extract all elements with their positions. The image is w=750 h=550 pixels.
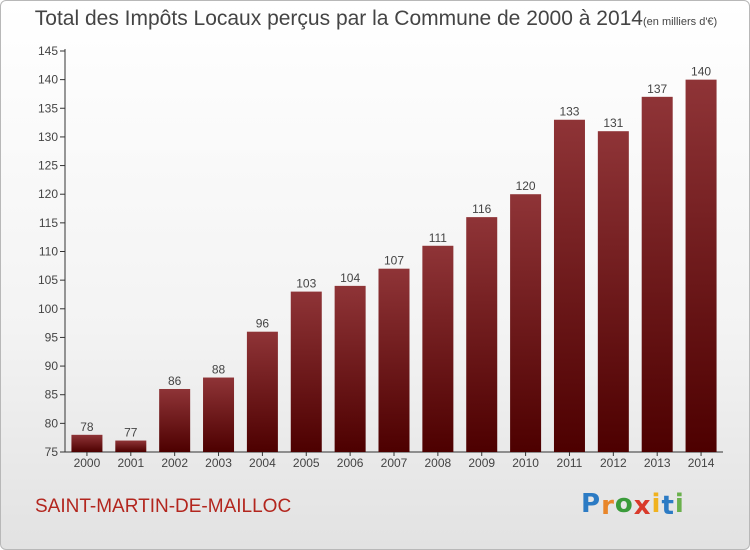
x-tick-label: 2000 — [74, 456, 101, 470]
y-tick-label: 110 — [39, 245, 58, 259]
x-tick-label: 2012 — [600, 456, 627, 470]
y-tick-label: 85 — [45, 388, 59, 402]
bar — [203, 377, 235, 452]
y-tick-label: 130 — [38, 130, 58, 144]
logo-letter: o — [614, 489, 634, 519]
data-label: 140 — [691, 65, 711, 79]
y-tick-label: 140 — [38, 73, 58, 87]
data-label: 103 — [296, 277, 316, 291]
data-label: 104 — [340, 271, 360, 285]
x-tick-label: 2004 — [249, 456, 276, 470]
data-label: 111 — [429, 231, 448, 245]
bar — [290, 291, 322, 452]
data-label: 131 — [603, 116, 623, 130]
chart-title: Total des Impôts Locaux perçus par la Co… — [1, 7, 749, 31]
data-label: 96 — [256, 317, 270, 331]
y-tick-label: 135 — [38, 101, 58, 115]
data-label: 77 — [124, 426, 138, 440]
x-tick-label: 2002 — [161, 456, 188, 470]
x-tick-label: 2013 — [644, 456, 671, 470]
y-tick-label: 100 — [38, 302, 58, 316]
data-label: 78 — [80, 420, 94, 434]
y-tick-label: 105 — [38, 273, 58, 287]
data-label: 133 — [559, 105, 579, 119]
bar — [246, 331, 278, 452]
data-labels: 78 77 86 88 96 103 104 107 111 116 120 133 131 137 140 — [80, 65, 711, 440]
logo-letter: i — [651, 489, 662, 519]
bars — [71, 79, 717, 453]
x-tick-label: 2009 — [468, 456, 495, 470]
chart-title-text: Total des Impôts Locaux perçus par la Co… — [34, 7, 643, 30]
x-tick-label: 2001 — [117, 456, 144, 470]
logo-letter: x — [633, 491, 652, 521]
bar — [334, 285, 366, 452]
data-label: 116 — [472, 202, 491, 216]
commune-name: SAINT-MARTIN-DE-MAILLOC — [35, 496, 292, 517]
logo-letter: i — [674, 489, 685, 519]
y-tick-label: 80 — [45, 416, 59, 430]
x-tick-label: 2006 — [337, 456, 364, 470]
bar — [378, 268, 410, 452]
logo-letter: r — [601, 491, 615, 521]
data-label: 86 — [168, 374, 182, 388]
x-tick-label: 2014 — [688, 456, 715, 470]
bar — [641, 96, 673, 452]
y-tick-label: 75 — [45, 445, 59, 459]
bar — [115, 440, 147, 452]
y-tick-label: 90 — [45, 359, 59, 373]
logo-letter: t — [661, 491, 675, 521]
bar — [553, 119, 585, 452]
data-label: 107 — [384, 254, 404, 268]
x-tick-label: 2008 — [425, 456, 452, 470]
x-tick-label: 2007 — [381, 456, 408, 470]
bar — [466, 217, 498, 452]
data-label: 137 — [647, 82, 667, 96]
logo-letter: P — [581, 489, 602, 519]
y-tick-label: 125 — [38, 159, 58, 173]
y-tick-label: 145 — [38, 44, 58, 58]
y-tick-label: 95 — [45, 330, 59, 344]
bar — [510, 194, 542, 452]
data-label: 120 — [516, 179, 536, 193]
x-tick-label: 2010 — [512, 456, 539, 470]
bar — [685, 79, 717, 453]
x-tick-label: 2005 — [293, 456, 320, 470]
y-tick-label: 115 — [39, 216, 58, 230]
bar — [159, 388, 191, 452]
x-tick-label: 2011 — [557, 456, 583, 470]
y-tick-label: 120 — [38, 187, 58, 201]
bar — [597, 131, 629, 452]
bar — [422, 245, 454, 452]
unit-note: (en milliers d'€) — [642, 16, 718, 28]
bar — [71, 434, 103, 452]
proxiti-logo: Proxiti — [581, 489, 685, 521]
x-tick-label: 2003 — [205, 456, 232, 470]
data-label: 88 — [212, 363, 226, 377]
